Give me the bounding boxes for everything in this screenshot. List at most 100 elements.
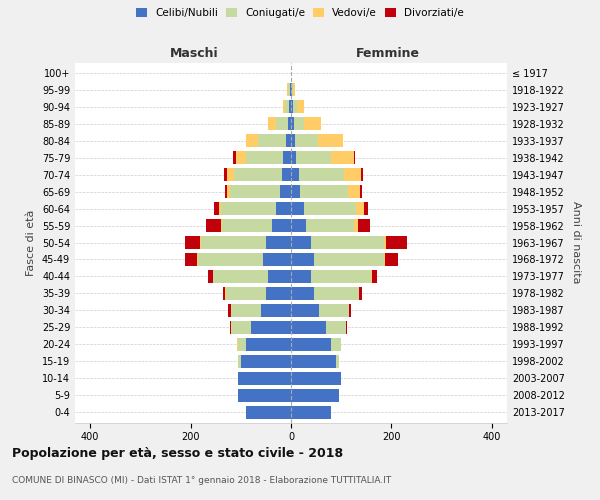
Bar xyxy=(319,304,349,317)
Bar xyxy=(291,253,314,266)
Bar xyxy=(246,134,259,147)
Bar xyxy=(282,168,291,181)
Bar xyxy=(231,304,261,317)
Bar xyxy=(291,117,293,130)
Bar xyxy=(317,134,343,147)
Text: Femmine: Femmine xyxy=(356,47,420,60)
Bar xyxy=(291,236,311,249)
Bar xyxy=(299,168,344,181)
Bar xyxy=(228,304,231,317)
Bar xyxy=(326,321,346,334)
Bar xyxy=(291,151,296,164)
Bar xyxy=(241,354,291,368)
Bar xyxy=(272,219,291,232)
Bar xyxy=(291,134,295,147)
Bar xyxy=(268,117,276,130)
Bar xyxy=(289,117,291,130)
Bar xyxy=(384,236,386,249)
Bar xyxy=(291,219,306,232)
Bar xyxy=(251,321,291,334)
Bar xyxy=(336,354,339,368)
Bar xyxy=(358,219,370,232)
Bar xyxy=(227,168,234,181)
Bar xyxy=(296,151,331,164)
Bar xyxy=(331,151,354,164)
Bar xyxy=(291,83,292,96)
Bar xyxy=(385,253,398,266)
Bar xyxy=(276,202,291,215)
Bar xyxy=(266,287,291,300)
Bar xyxy=(223,287,225,300)
Bar xyxy=(286,100,289,114)
Bar xyxy=(291,202,304,215)
Bar xyxy=(291,388,339,402)
Bar xyxy=(295,134,317,147)
Bar xyxy=(331,338,341,351)
Bar xyxy=(291,406,331,419)
Bar xyxy=(291,304,319,317)
Bar xyxy=(311,270,371,283)
Bar xyxy=(231,321,251,334)
Bar xyxy=(200,236,266,249)
Bar xyxy=(300,185,348,198)
Bar xyxy=(230,185,280,198)
Bar xyxy=(296,100,304,114)
Bar xyxy=(306,219,354,232)
Bar xyxy=(280,185,291,198)
Bar xyxy=(291,338,331,351)
Bar xyxy=(292,83,293,96)
Bar xyxy=(349,304,351,317)
Bar xyxy=(361,185,362,198)
Bar xyxy=(259,134,286,147)
Bar xyxy=(384,253,385,266)
Bar xyxy=(226,287,266,300)
Bar xyxy=(213,270,268,283)
Bar xyxy=(185,236,200,249)
Bar xyxy=(266,236,291,249)
Bar xyxy=(364,202,368,215)
Bar xyxy=(246,406,291,419)
Bar xyxy=(246,151,283,164)
Bar xyxy=(283,151,291,164)
Bar xyxy=(386,236,407,249)
Bar xyxy=(289,83,290,96)
Bar xyxy=(221,202,276,215)
Bar xyxy=(361,168,363,181)
Bar xyxy=(290,83,291,96)
Bar xyxy=(287,83,289,96)
Bar xyxy=(291,287,314,300)
Bar xyxy=(198,253,263,266)
Bar xyxy=(219,202,221,215)
Bar xyxy=(291,354,336,368)
Bar xyxy=(276,117,289,130)
Bar xyxy=(206,219,221,232)
Y-axis label: Fasce di età: Fasce di età xyxy=(26,210,36,276)
Bar xyxy=(246,338,291,351)
Bar xyxy=(348,185,361,198)
Bar xyxy=(314,253,384,266)
Bar xyxy=(234,168,282,181)
Bar xyxy=(263,253,291,266)
Bar xyxy=(293,117,304,130)
Bar xyxy=(224,168,227,181)
Bar xyxy=(261,304,291,317)
Bar xyxy=(304,117,321,130)
Bar xyxy=(233,151,236,164)
Bar xyxy=(293,83,295,96)
Bar xyxy=(354,151,355,164)
Bar xyxy=(286,134,291,147)
Bar xyxy=(359,287,362,300)
Bar xyxy=(291,321,326,334)
Bar xyxy=(185,253,197,266)
Bar xyxy=(291,372,341,385)
Bar xyxy=(238,388,291,402)
Bar xyxy=(304,202,356,215)
Bar xyxy=(224,185,227,198)
Bar xyxy=(268,270,291,283)
Bar xyxy=(289,100,291,114)
Bar xyxy=(214,202,219,215)
Y-axis label: Anni di nascita: Anni di nascita xyxy=(571,201,581,284)
Text: Maschi: Maschi xyxy=(169,47,218,60)
Bar xyxy=(238,338,246,351)
Bar xyxy=(237,338,238,351)
